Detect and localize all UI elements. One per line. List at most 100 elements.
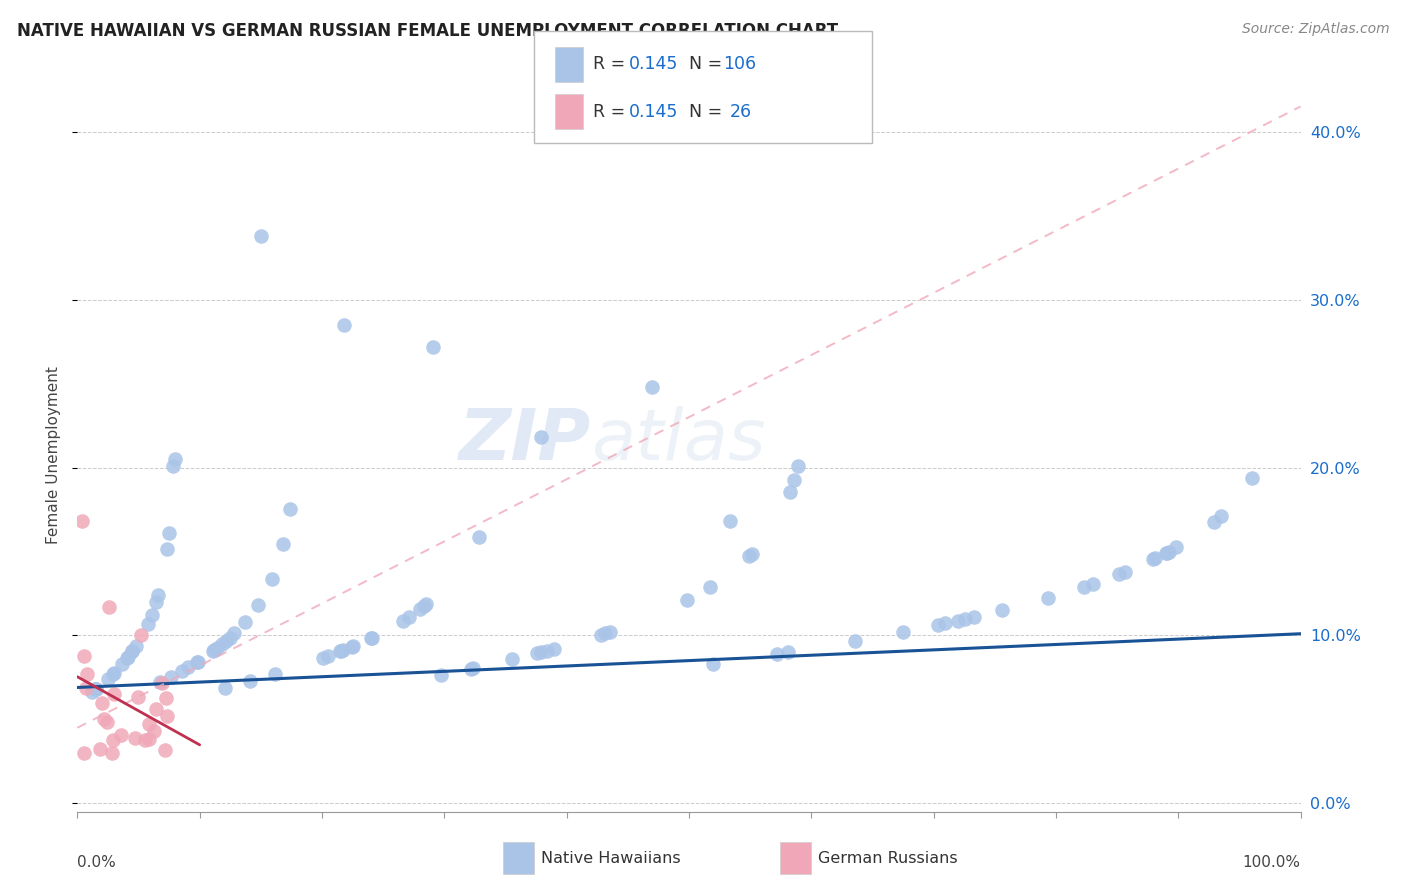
Point [211,637,233,651]
Point [73,746,96,760]
Point [93,713,115,727]
Text: Source: ZipAtlas.com: Source: ZipAtlas.com [1241,22,1389,37]
Point [429,668,451,682]
Point [249,228,271,243]
Point [100,746,122,760]
Point [1073,580,1095,594]
Point [699,580,721,594]
Point [963,610,986,624]
Point [412,599,434,614]
Point [1209,508,1232,523]
Point [103,665,125,680]
Point [134,732,156,747]
Point [157,525,180,540]
Text: 106: 106 [723,55,756,73]
Point [332,643,354,657]
Point [468,530,491,544]
Point [1240,471,1263,485]
Point [530,430,553,444]
Point [778,645,800,659]
Point [156,541,179,556]
Text: N =: N = [689,103,728,120]
Text: N =: N = [689,55,728,73]
Point [329,644,352,658]
Point [738,549,761,564]
Point [97,672,120,686]
Point [162,458,184,473]
Point [215,634,238,648]
Text: German Russians: German Russians [818,851,957,865]
Point [415,597,437,611]
Point [150,676,173,690]
Text: R =: R = [593,55,631,73]
Point [136,617,159,632]
Point [141,608,163,623]
Point [463,661,485,675]
Point [501,652,523,666]
Point [593,626,616,640]
Point [115,651,138,665]
Point [1142,552,1164,566]
Point [783,473,806,487]
Point [124,639,146,653]
Point [138,732,160,747]
Point [160,670,183,684]
Point [1114,565,1136,579]
Point [239,673,262,688]
Point [676,593,699,607]
Point [75,681,97,696]
Point [891,624,914,639]
Point [186,655,208,669]
Point [233,615,256,629]
Point [84,682,107,697]
Point [96,715,118,730]
Point [786,458,808,473]
Point [398,609,420,624]
Point [460,662,482,676]
Point [391,614,413,628]
Point [218,631,240,645]
Point [129,628,152,642]
Text: 0.145: 0.145 [628,55,678,73]
Point [1166,541,1188,555]
Point [201,644,224,658]
Point [779,485,801,500]
Point [84,681,107,696]
Point [946,614,969,628]
Point [271,537,294,551]
Point [202,643,225,657]
Point [142,723,165,738]
Point [599,624,621,639]
Point [589,627,612,641]
Point [927,618,949,632]
Point [148,588,170,602]
Point [1038,591,1060,605]
Point [844,634,866,648]
Point [121,644,143,658]
Point [543,641,565,656]
Point [205,641,228,656]
Point [934,616,956,631]
Point [1156,546,1178,560]
Point [260,572,283,586]
Point [278,501,301,516]
Point [329,644,352,658]
Point [991,603,1014,617]
Point [1156,546,1178,560]
Text: ZIP: ZIP [458,406,591,475]
Point [165,452,187,467]
Point [70,514,93,528]
Point [153,742,176,756]
Point [340,640,363,654]
Point [145,702,167,716]
Point [536,643,558,657]
Point [138,717,160,731]
Point [73,648,96,663]
Point [953,612,976,626]
Point [101,667,124,681]
Point [318,648,340,663]
Point [222,626,245,640]
Point [264,666,287,681]
Point [741,547,763,561]
Point [766,647,789,661]
